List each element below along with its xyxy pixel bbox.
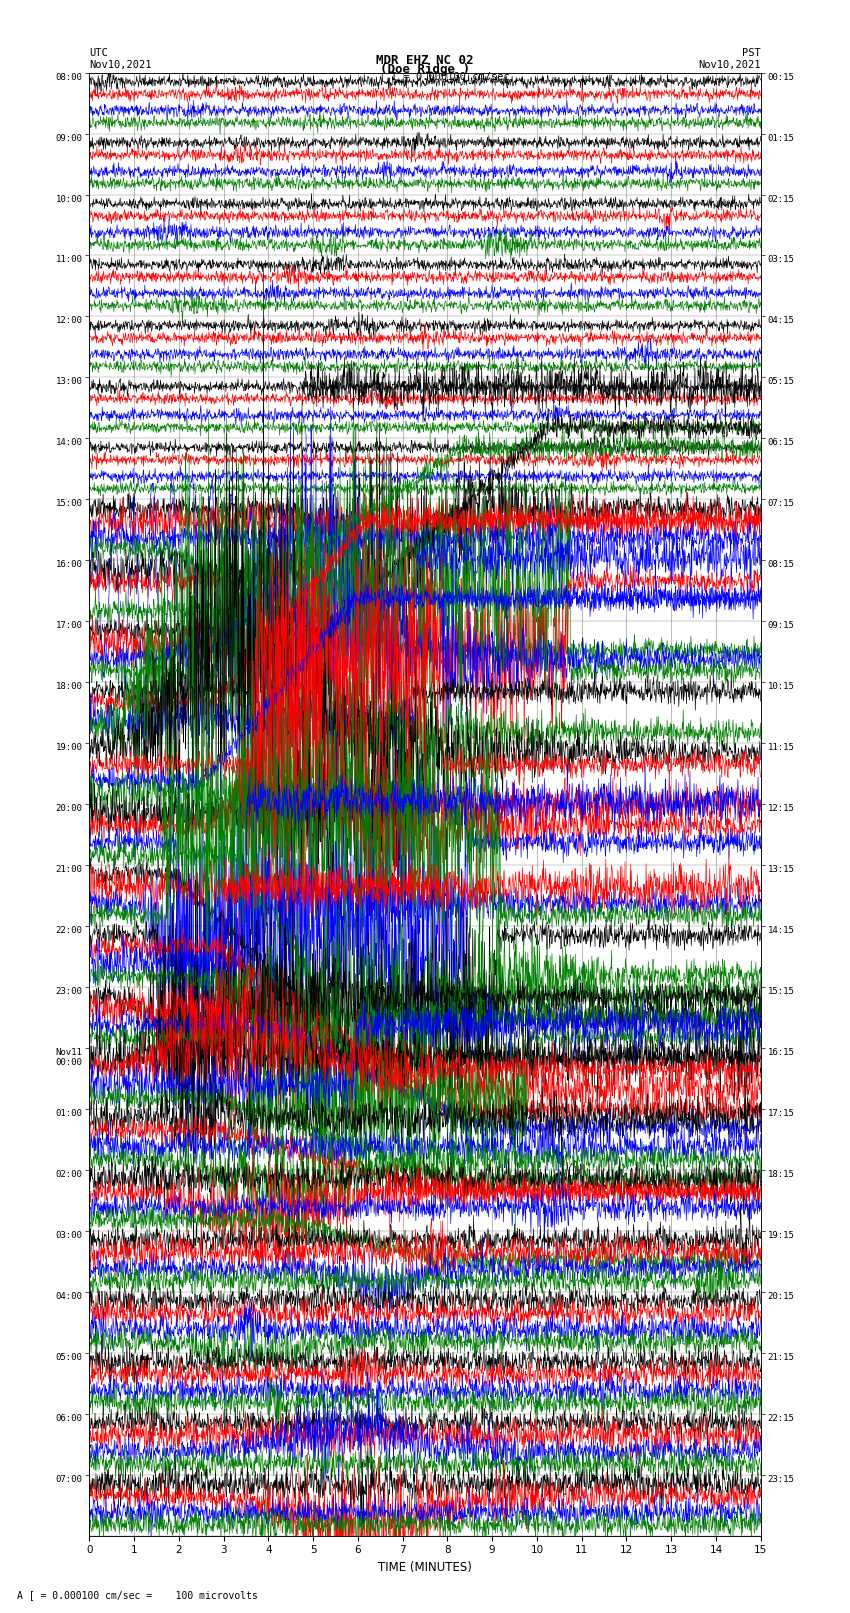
Text: PST
Nov10,2021: PST Nov10,2021 [698,48,761,69]
Text: MDR EHZ NC 02: MDR EHZ NC 02 [377,53,473,68]
Text: (Doe Ridge ): (Doe Ridge ) [380,63,470,76]
X-axis label: TIME (MINUTES): TIME (MINUTES) [378,1561,472,1574]
Text: UTC
Nov10,2021: UTC Nov10,2021 [89,48,152,69]
Text: A [ = 0.000100 cm/sec =    100 microvolts: A [ = 0.000100 cm/sec = 100 microvolts [17,1590,258,1600]
Text: I = 0.000100 cm/sec: I = 0.000100 cm/sec [391,71,510,82]
